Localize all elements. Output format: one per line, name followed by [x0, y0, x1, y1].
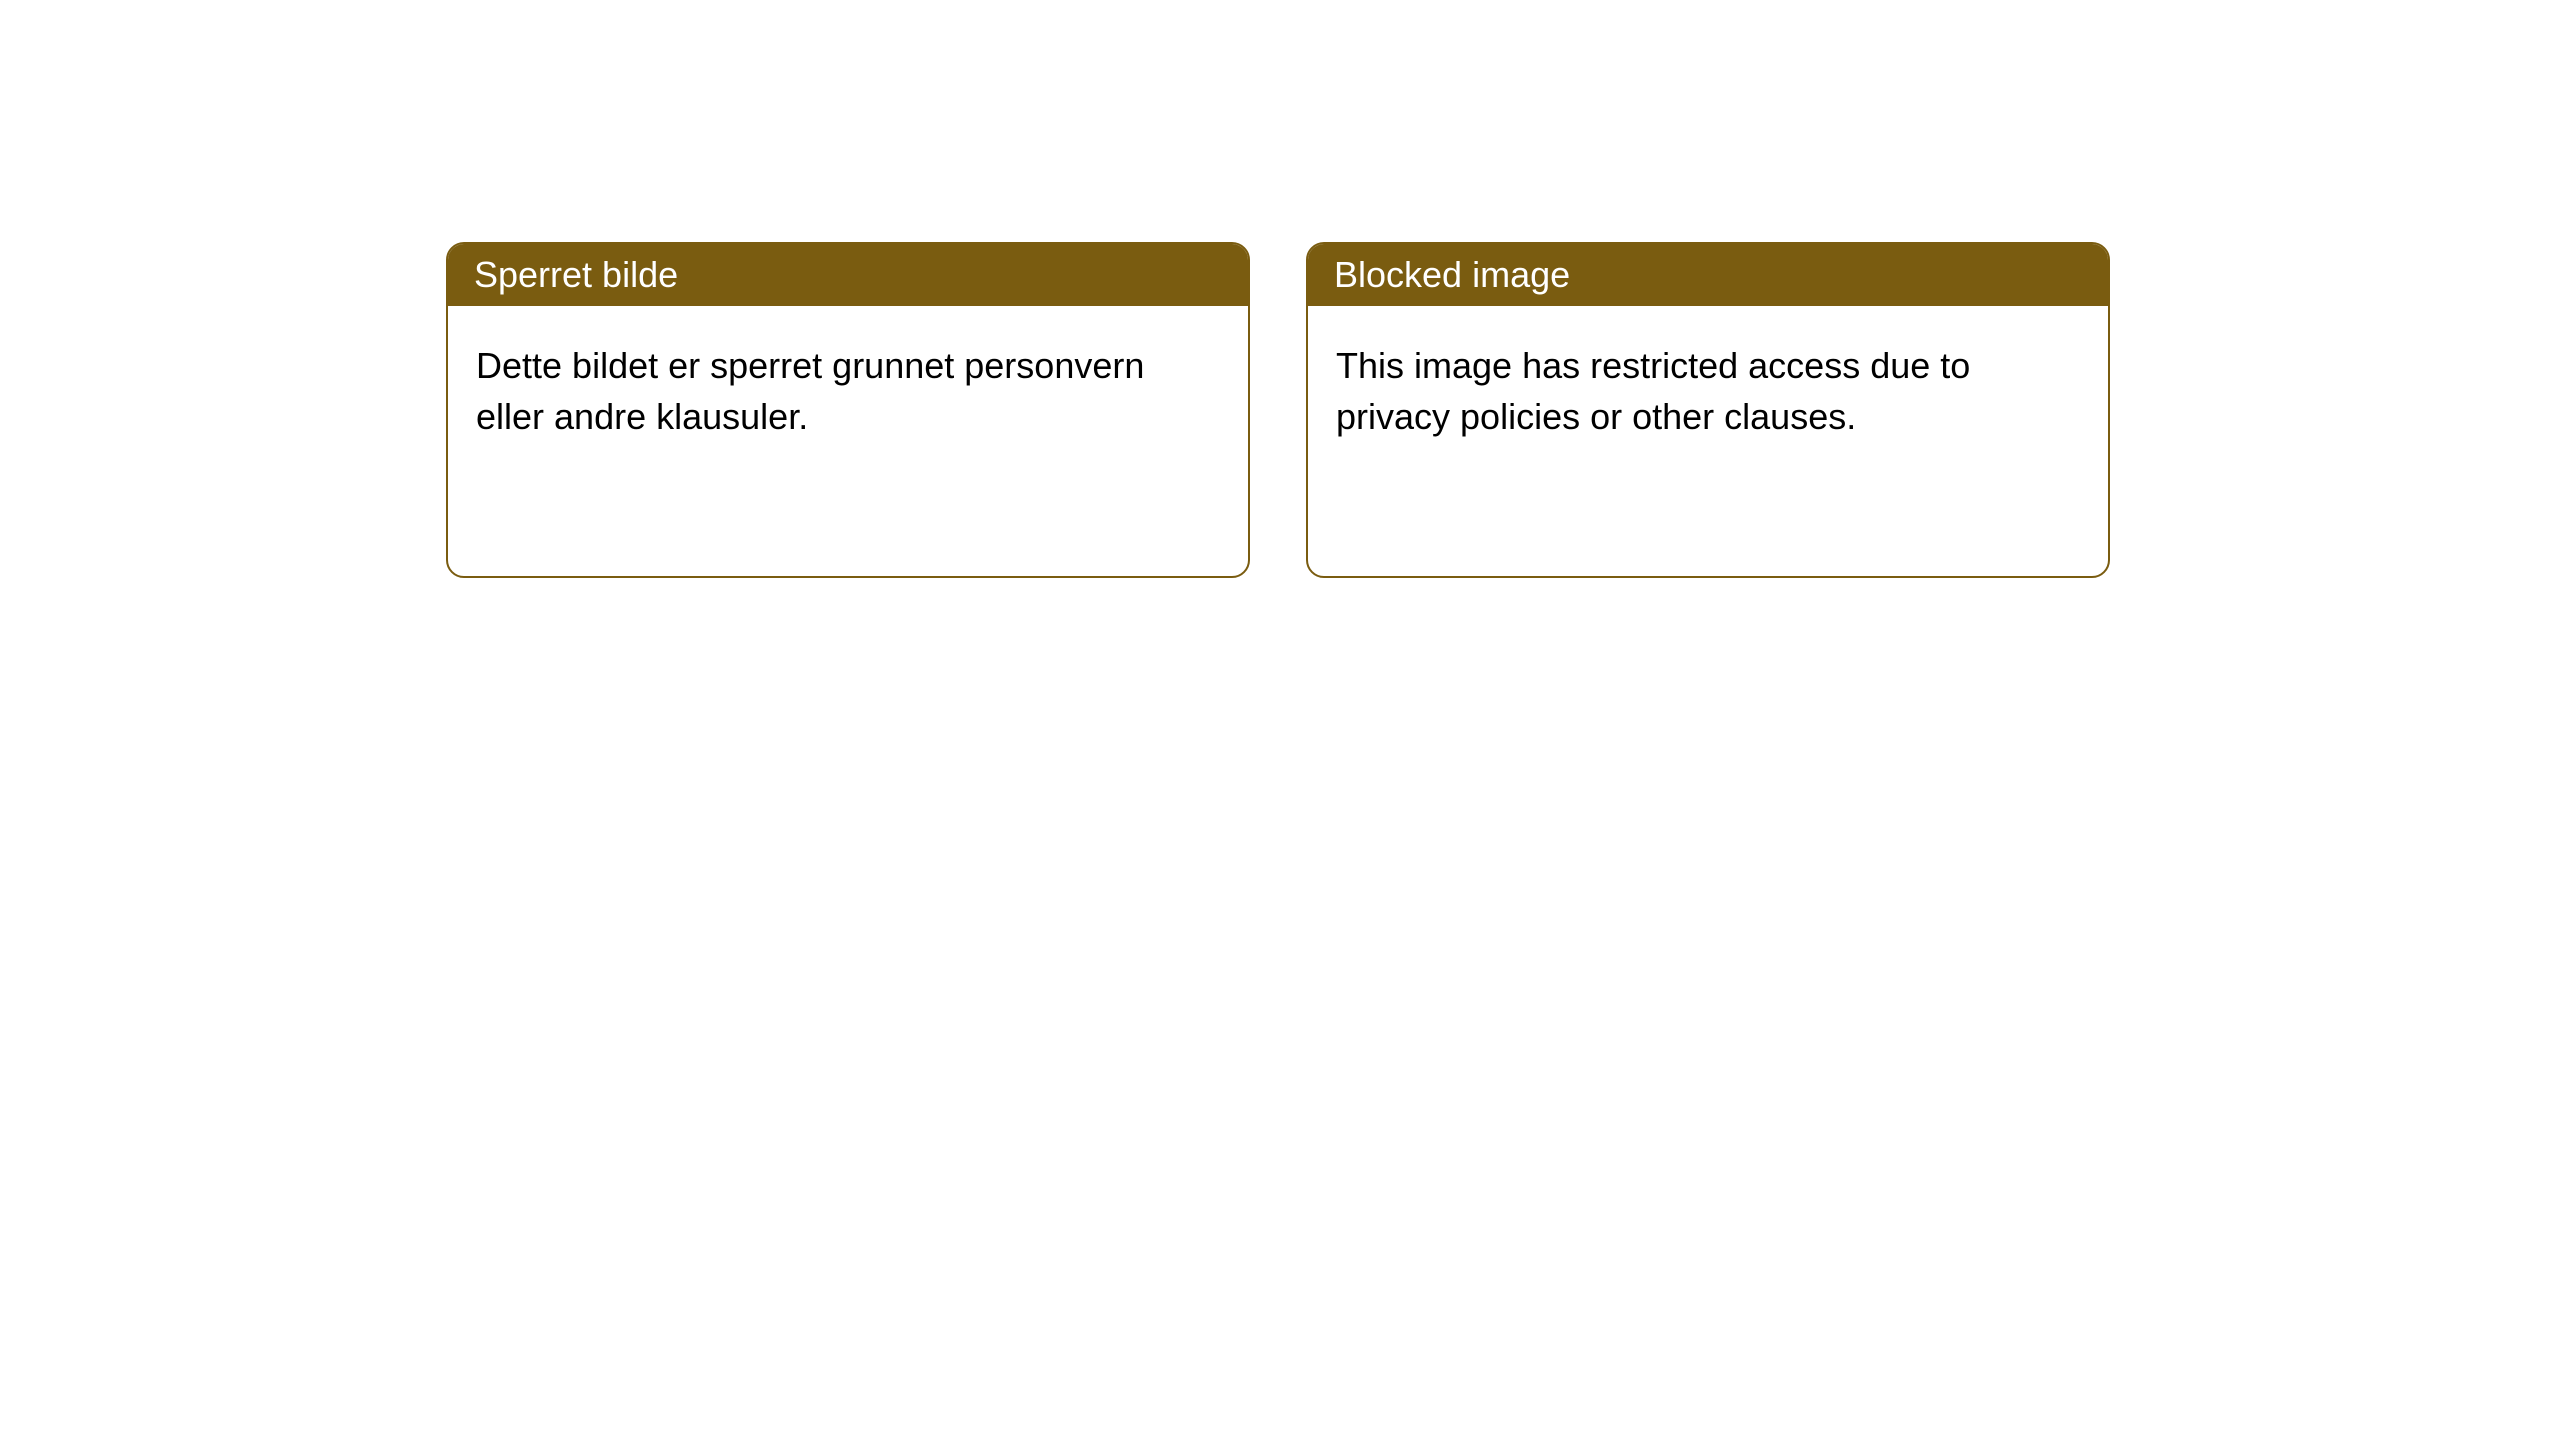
- notice-header: Blocked image: [1308, 244, 2108, 306]
- notice-box-norwegian: Sperret bilde Dette bildet er sperret gr…: [446, 242, 1250, 578]
- notice-title: Sperret bilde: [474, 254, 678, 295]
- notice-title: Blocked image: [1334, 254, 1570, 295]
- notice-body: Dette bildet er sperret grunnet personve…: [448, 306, 1248, 476]
- notice-body-text: Dette bildet er sperret grunnet personve…: [476, 345, 1144, 437]
- notice-box-english: Blocked image This image has restricted …: [1306, 242, 2110, 578]
- notice-container: Sperret bilde Dette bildet er sperret gr…: [0, 0, 2560, 578]
- notice-body-text: This image has restricted access due to …: [1336, 345, 1970, 437]
- notice-header: Sperret bilde: [448, 244, 1248, 306]
- notice-body: This image has restricted access due to …: [1308, 306, 2108, 476]
